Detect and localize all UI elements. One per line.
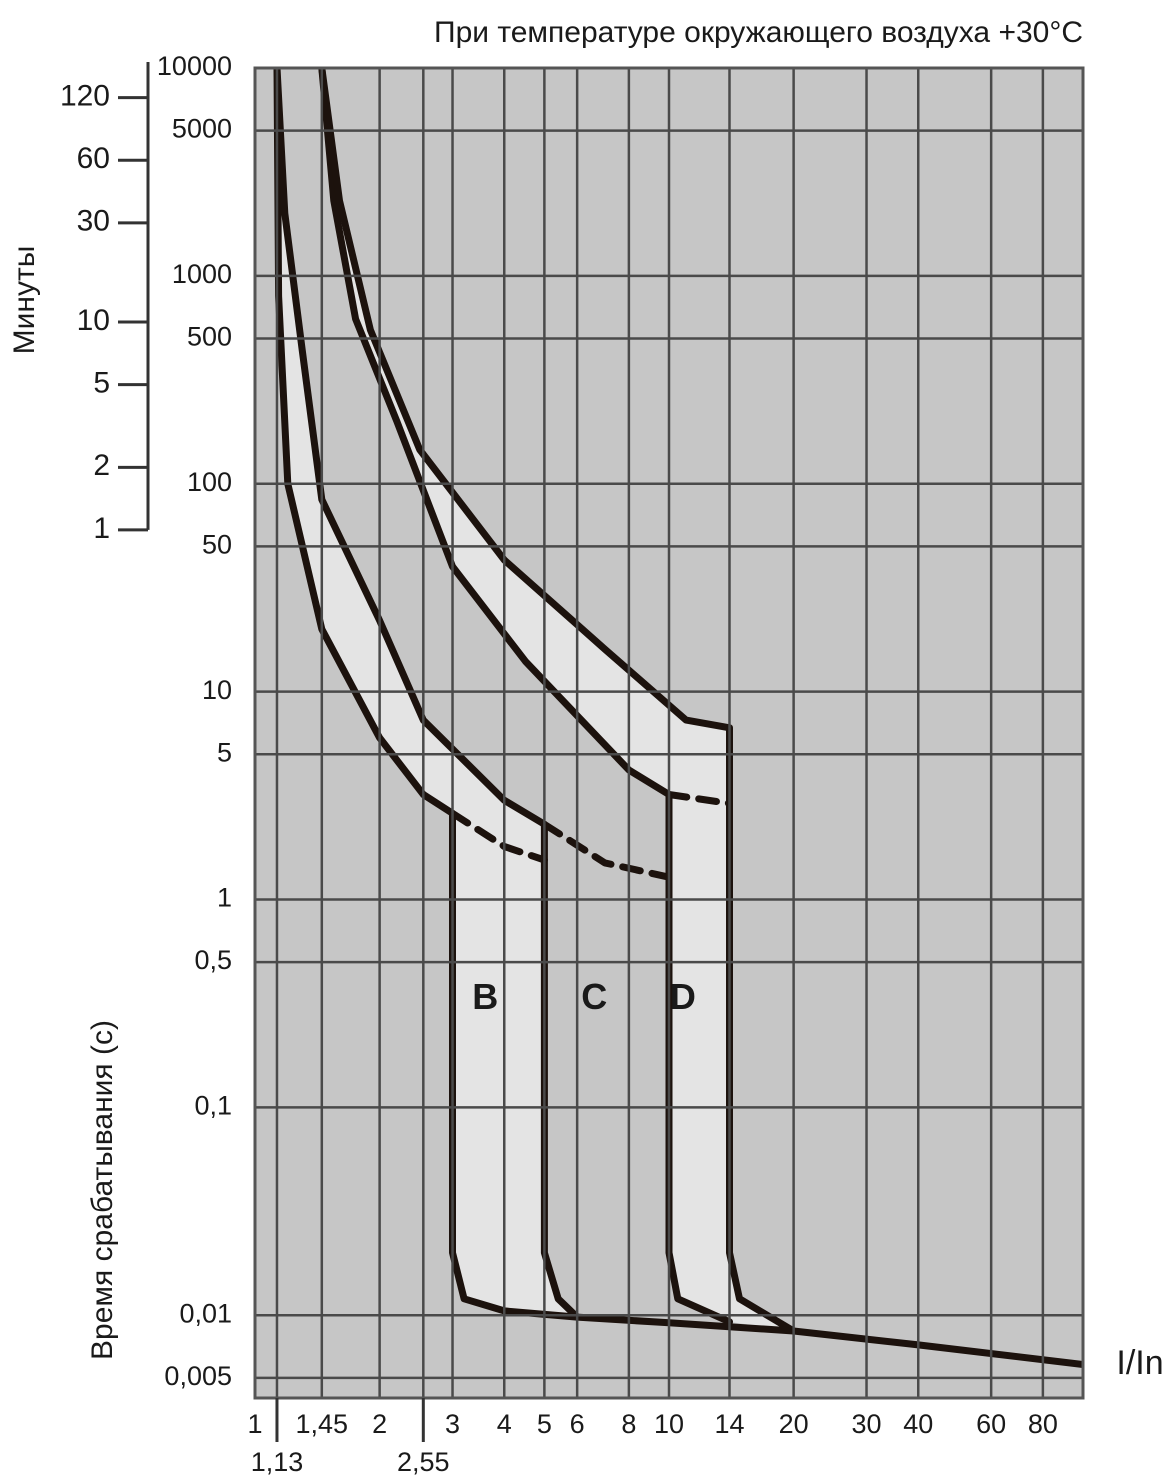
y-axis-label: Время срабатывания (с) xyxy=(86,1020,119,1360)
y2-tick-label: 120 xyxy=(60,80,110,113)
x-tick-label: 2 xyxy=(372,1409,387,1439)
x-axis-label: I/In xyxy=(1116,1344,1163,1382)
y2-axis-label: Минуты xyxy=(8,246,41,355)
x-tick-label: 1 xyxy=(247,1409,262,1439)
y-tick-label: 10 xyxy=(202,675,232,705)
y-tick-label: 5000 xyxy=(172,114,232,144)
x-tick-label: 5 xyxy=(537,1409,552,1439)
y-tick-label: 5 xyxy=(217,737,232,767)
x-tick-label: 1,13 xyxy=(251,1447,304,1477)
band-label: C xyxy=(581,976,607,1017)
y-tick-label: 0,005 xyxy=(164,1361,232,1391)
curve xyxy=(318,68,733,1326)
x-tick-label: 2,55 xyxy=(397,1447,450,1477)
curve xyxy=(318,68,798,1335)
x-tick-label: 8 xyxy=(621,1409,636,1439)
y2-tick-label: 10 xyxy=(77,304,110,337)
x-tick-label: 3 xyxy=(445,1409,460,1439)
x-tick-label: 10 xyxy=(654,1409,684,1439)
y-tick-label: 0,01 xyxy=(179,1298,232,1328)
band-label: B xyxy=(472,976,498,1017)
y2-tick-label: 60 xyxy=(77,142,110,175)
x-tick-label: 40 xyxy=(903,1409,933,1439)
chart-title: При температуре окружающего воздуха +30°… xyxy=(434,16,1083,49)
y2-tick-label: 5 xyxy=(93,367,110,400)
y-tick-label: 10000 xyxy=(157,51,232,81)
y2-tick-label: 1 xyxy=(93,512,110,545)
y-tick-label: 1 xyxy=(217,883,232,913)
dashed-curve xyxy=(540,820,673,881)
x-tick-label: 80 xyxy=(1028,1409,1058,1439)
y-tick-label: 50 xyxy=(202,529,232,559)
dashed-curve xyxy=(665,791,733,807)
y-tick-label: 500 xyxy=(187,322,232,352)
band-label: D xyxy=(670,976,696,1017)
x-tick-label: 60 xyxy=(976,1409,1006,1439)
x-tick-label: 30 xyxy=(852,1409,882,1439)
band-fill xyxy=(321,68,794,1332)
y-tick-label: 100 xyxy=(187,467,232,497)
curve xyxy=(273,68,508,1315)
plot-border xyxy=(253,66,1085,1400)
y-tick-label: 0,1 xyxy=(194,1091,232,1121)
y2-tick-label: 2 xyxy=(93,449,110,482)
x-tick-label: 14 xyxy=(714,1409,744,1439)
x-tick-label: 6 xyxy=(570,1409,585,1439)
x-tick-label: 1,45 xyxy=(296,1409,349,1439)
x-tick-label: 20 xyxy=(779,1409,809,1439)
y-tick-label: 0,5 xyxy=(194,945,232,975)
y-tick-label: 1000 xyxy=(172,259,232,289)
y2-tick-label: 30 xyxy=(77,205,110,238)
x-tick-label: 4 xyxy=(497,1409,512,1439)
band-fill xyxy=(276,68,578,1318)
